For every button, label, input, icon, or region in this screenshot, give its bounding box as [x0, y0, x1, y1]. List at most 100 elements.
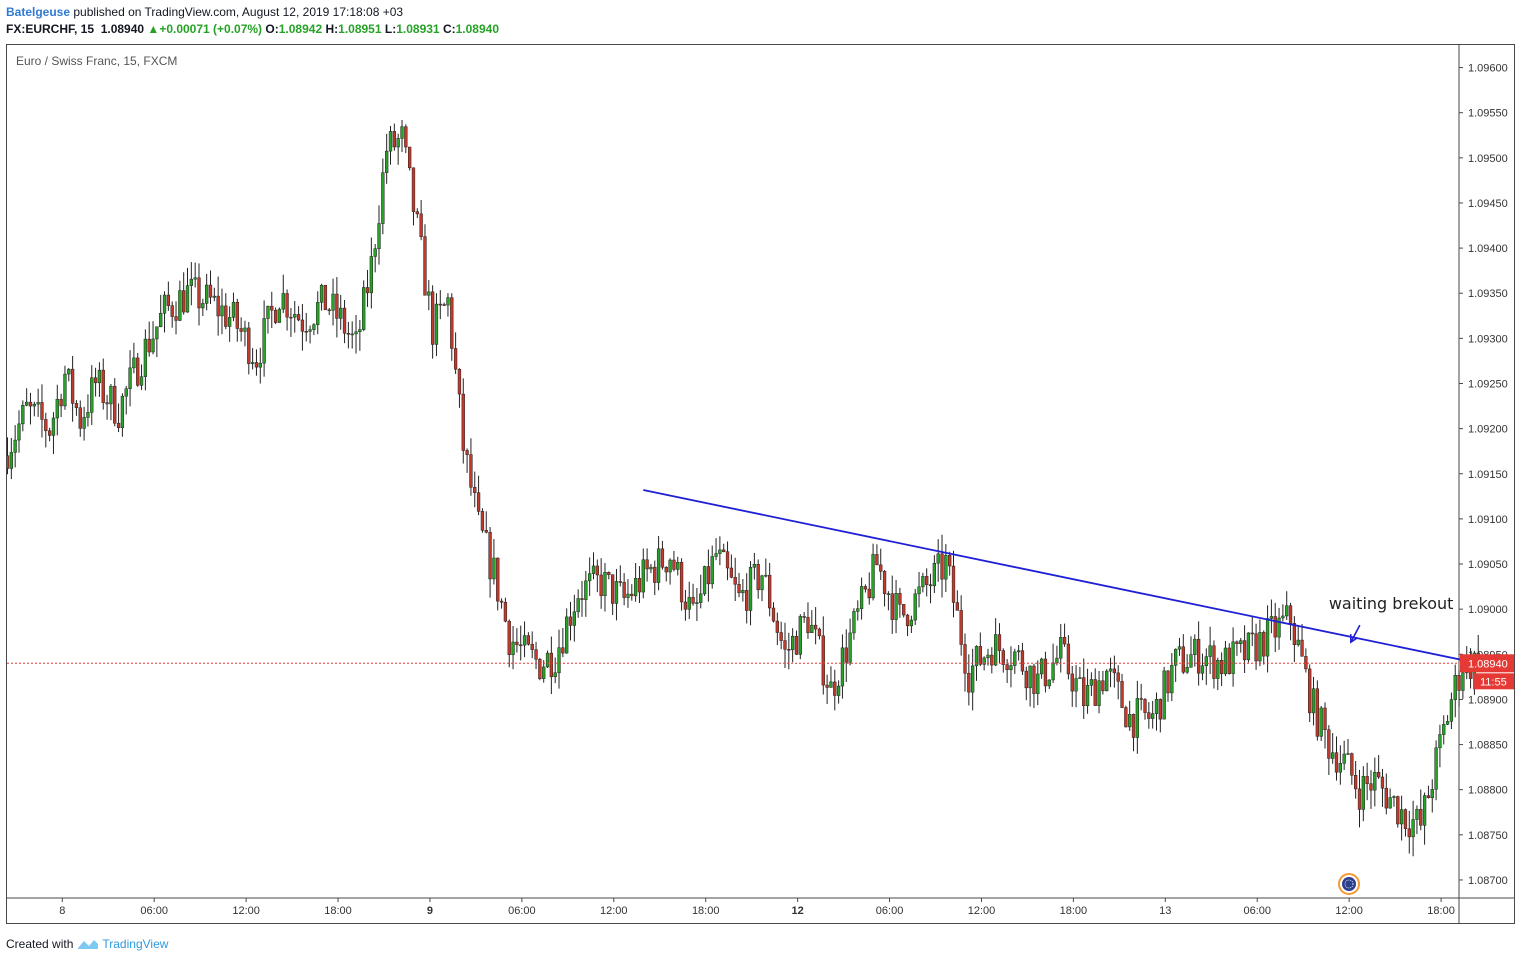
candle-body: [626, 593, 630, 598]
candle-body: [691, 597, 695, 604]
candle: [1093, 668, 1097, 706]
candle-body: [155, 326, 159, 340]
annotation-arrowhead-icon: [1349, 634, 1358, 644]
candle: [1434, 740, 1438, 801]
candle: [1120, 673, 1124, 709]
candle-body: [1327, 729, 1331, 759]
candle: [381, 158, 385, 235]
time-scale[interactable]: 8 06:00 12:00 18:00 9 06:00 12:00 18:00 12 06:00 1…: [59, 898, 1455, 917]
candle-body: [653, 566, 657, 583]
price-chart[interactable]: Euro / Swiss Franc, 15, FXCM 1.096001.09…: [7, 45, 1514, 923]
candle-body: [296, 314, 301, 321]
candle: [1354, 760, 1358, 799]
candle: [254, 349, 259, 376]
candle-body: [243, 327, 247, 332]
candle: [1281, 604, 1285, 622]
candle-body: [1185, 667, 1189, 673]
candle-body: [1174, 648, 1178, 666]
candle: [174, 301, 178, 335]
candle-body: [526, 635, 531, 645]
candle: [32, 401, 36, 417]
candle-body: [1216, 659, 1220, 679]
candle-body: [396, 138, 400, 148]
candle-body: [1430, 789, 1434, 799]
candle: [522, 621, 527, 658]
candle-body: [955, 602, 959, 611]
candle: [829, 666, 833, 688]
candle: [1399, 795, 1404, 841]
price-scale[interactable]: 1.09600 1.09550 1.09500 1.09450 1.09400 1.093…: [1459, 63, 1508, 887]
tradingview-link[interactable]: TradingView: [102, 937, 169, 951]
candle: [909, 615, 914, 634]
candle: [1231, 627, 1235, 687]
candle: [622, 573, 626, 606]
candle: [1449, 692, 1454, 730]
candle: [683, 589, 688, 621]
candle-body: [936, 553, 940, 564]
y-tick-label: 1.09550: [1468, 108, 1508, 120]
candle: [411, 167, 416, 226]
author-link[interactable]: Batelgeuse: [6, 5, 71, 19]
candle: [898, 587, 902, 618]
annotation-drawing[interactable]: waiting brekout: [1329, 594, 1454, 644]
candle: [679, 558, 684, 611]
candle-body: [515, 641, 519, 646]
candle-body: [40, 402, 44, 420]
candle-body: [1062, 637, 1067, 645]
tradingview-logo-icon[interactable]: [77, 938, 99, 950]
candle: [549, 636, 554, 695]
candle-body: [852, 611, 856, 634]
candle-body: [1246, 632, 1251, 661]
candle-body: [1285, 605, 1289, 617]
candle: [1235, 640, 1239, 656]
candle-body: [457, 368, 462, 395]
candle: [1346, 739, 1350, 755]
candle: [737, 572, 741, 598]
candle: [963, 633, 967, 692]
candle: [17, 410, 21, 453]
candle: [258, 347, 262, 384]
candle: [155, 326, 159, 358]
candle-body: [618, 581, 622, 583]
chart-frame[interactable]: Euro / Swiss Franc, 15, FXCM 1.09600 1.09…: [6, 44, 1515, 924]
logo-icon[interactable]: [1338, 873, 1360, 895]
candle: [327, 307, 331, 315]
y-tick-label: 1.08900: [1468, 694, 1508, 706]
candle: [580, 580, 584, 617]
candle: [1097, 671, 1101, 714]
candle-body: [986, 654, 990, 659]
candle-body: [886, 593, 891, 595]
candle: [304, 312, 308, 342]
candle: [385, 133, 389, 184]
candle: [396, 133, 400, 165]
candle: [1036, 660, 1040, 706]
candle: [201, 298, 205, 317]
candle: [779, 621, 783, 650]
candle: [170, 301, 174, 328]
candle: [1189, 636, 1193, 668]
candle-body: [86, 412, 90, 418]
candle-body: [741, 590, 745, 594]
candle: [13, 425, 17, 468]
candle-body: [1128, 714, 1132, 728]
candle-body: [484, 530, 488, 533]
trendline-drawing[interactable]: [643, 489, 1514, 712]
candle: [1361, 766, 1365, 822]
candle: [503, 597, 508, 623]
candle: [978, 632, 982, 667]
candle-body: [1116, 672, 1120, 682]
candle: [1143, 698, 1147, 720]
price-badge: [1460, 654, 1514, 673]
candle: [1158, 698, 1162, 733]
candle-body: [411, 167, 416, 212]
candle-body: [733, 577, 737, 585]
candle: [182, 272, 186, 315]
candle: [220, 288, 224, 335]
candle: [1108, 657, 1113, 688]
symbol-label: FX:EURCHF, 15: [6, 22, 95, 36]
candle-body: [342, 307, 347, 334]
candle: [1024, 666, 1028, 701]
candle: [660, 540, 665, 570]
candle-body: [699, 593, 703, 603]
candle: [649, 563, 653, 574]
